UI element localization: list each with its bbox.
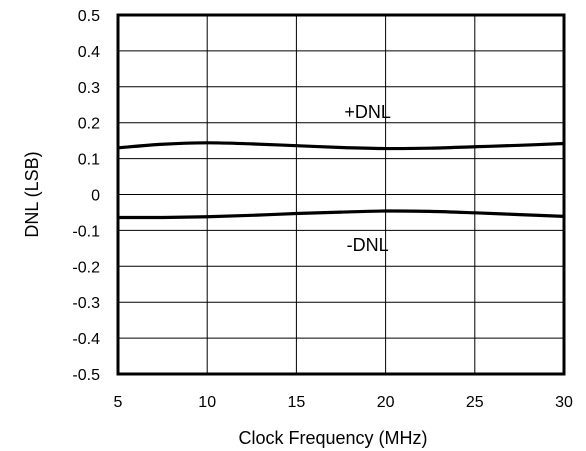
x-tick-label: 10 <box>198 394 216 411</box>
x-tick-labels: 5 10 15 20 25 30 <box>114 394 573 411</box>
series-layer <box>117 141 565 220</box>
minus-dnl-series-line <box>117 209 565 220</box>
plus-dnl-label: +DNL <box>344 102 391 122</box>
y-tick-label: 0.3 <box>78 80 100 97</box>
plus-dnl-series-line <box>117 141 565 151</box>
y-tick-label: -0.3 <box>72 295 100 312</box>
grid <box>118 15 564 374</box>
y-tick-label: -0.5 <box>72 367 100 384</box>
x-tick-label: 20 <box>377 394 395 411</box>
annotations: +DNL -DNL <box>344 102 391 255</box>
y-tick-label: 0 <box>91 188 100 205</box>
x-tick-label: 5 <box>114 394 123 411</box>
x-tick-label: 30 <box>555 394 573 411</box>
y-tick-label: -0.1 <box>72 223 100 240</box>
y-tick-label: 0.4 <box>78 44 100 61</box>
y-tick-label: 0.2 <box>78 116 100 133</box>
x-tick-label: 15 <box>288 394 306 411</box>
x-tick-label: 25 <box>466 394 484 411</box>
y-tick-label: 0.5 <box>78 8 100 25</box>
y-tick-labels: 0.5 0.4 0.3 0.2 0.1 0 -0.1 -0.2 -0.3 -0.4 -0.5 <box>72 8 100 384</box>
minus-dnl-label: -DNL <box>347 235 389 255</box>
y-tick-label: -0.4 <box>72 331 100 348</box>
y-tick-label: 0.1 <box>78 152 100 169</box>
y-tick-label: -0.2 <box>72 259 100 276</box>
plot-frame <box>116 13 566 376</box>
y-axis-label: DNL (LSB) <box>22 151 42 237</box>
x-axis-label: Clock Frequency (MHz) <box>238 428 427 448</box>
